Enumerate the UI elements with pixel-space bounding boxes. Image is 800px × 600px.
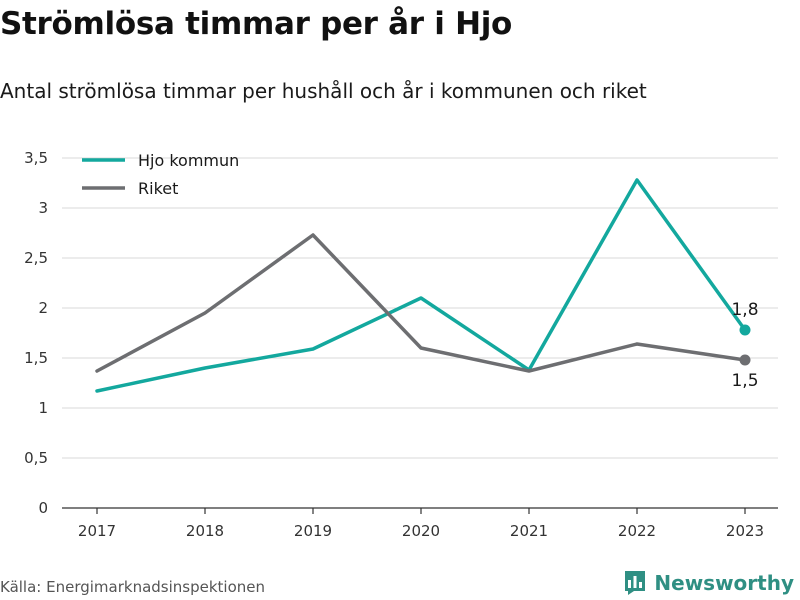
x-tick-label: 2019 (294, 522, 332, 540)
chart-title: Strömlösa timmar per år i Hjo (0, 6, 513, 42)
series-line-hjo-kommun (95, 178, 747, 393)
y-tick-label: 1,5 (24, 349, 48, 367)
y-tick-label: 2 (38, 299, 48, 317)
x-tick-label: 2017 (78, 522, 116, 540)
newsworthy-logo-icon (625, 571, 646, 595)
end-value-label: 1,8 (731, 300, 758, 320)
x-tick-label: 2020 (402, 522, 440, 540)
source-note: Källa: Energimarknadsinspektionen (0, 578, 266, 596)
y-tick-label: 3,5 (24, 149, 48, 167)
series-line-riket (95, 233, 747, 373)
end-point-riket (739, 354, 751, 366)
brand-name: Newsworthy (654, 571, 794, 595)
x-tick-label: 2023 (726, 522, 764, 540)
brand-logo: Newsworthy (623, 570, 794, 596)
y-tick-label: 2,5 (24, 249, 48, 267)
y-tick-label: 0 (38, 499, 48, 517)
x-tick-label: 2018 (186, 522, 224, 540)
end-point-hjo-kommun (739, 324, 751, 336)
chart-subtitle: Antal strömlösa timmar per hushåll och å… (0, 79, 647, 103)
legend-label: Riket (138, 179, 178, 198)
end-value-label: 1,5 (731, 371, 758, 391)
x-tick-label: 2021 (510, 522, 548, 540)
y-tick-label: 1 (38, 399, 48, 417)
y-tick-label: 0,5 (24, 449, 48, 467)
y-tick-label: 3 (38, 199, 48, 217)
x-tick-label: 2022 (618, 522, 656, 540)
legend-label: Hjo kommun (138, 151, 239, 170)
